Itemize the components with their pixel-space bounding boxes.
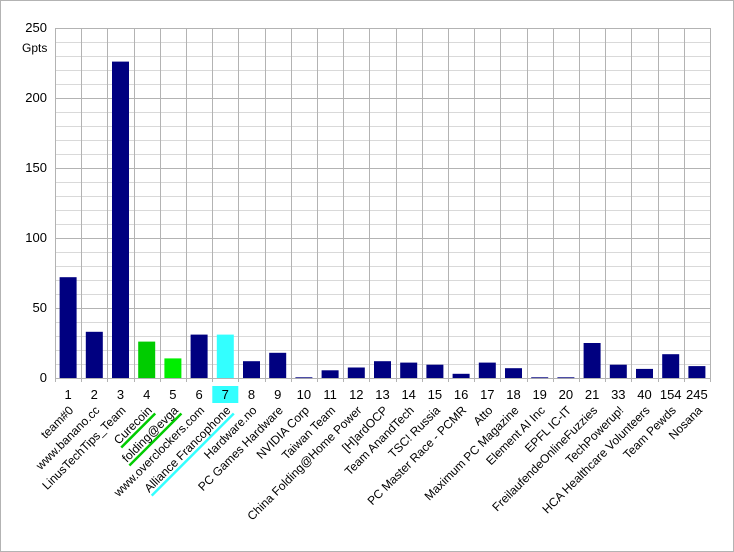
rank-highlight <box>212 386 239 403</box>
bar <box>426 364 444 378</box>
bar <box>609 364 627 378</box>
bar <box>295 377 313 379</box>
bar <box>243 361 260 378</box>
x-rank-label: 15 <box>428 387 442 402</box>
y-tick-label: 250 <box>25 20 47 35</box>
x-axis-rank-labels: 1 2 3 4 5 6 7 8 9 10 11 12 13 14 15 16 17 18 19 20 21 33 40 154… <box>64 386 708 403</box>
y-axis-ticks: 0 50 100 150 200 250 <box>25 20 47 385</box>
x-rank-label: 12 <box>349 387 363 402</box>
bar <box>347 367 365 378</box>
bar <box>636 368 653 378</box>
bar <box>400 362 418 378</box>
x-rank-label: 9 <box>274 387 281 402</box>
x-rank-label: 8 <box>248 387 255 402</box>
bar <box>688 366 706 378</box>
bar <box>557 377 575 379</box>
x-rank-label: 245 <box>686 387 708 402</box>
x-rank-label: 40 <box>637 387 651 402</box>
x-rank-label: 5 <box>169 387 176 402</box>
x-rank-label: 154 <box>660 387 682 402</box>
x-rank-label: 7 <box>222 387 229 402</box>
bar <box>85 331 103 378</box>
bar <box>112 61 129 378</box>
y-tick-label: 200 <box>25 90 47 105</box>
bars <box>59 61 706 379</box>
bar <box>583 343 601 378</box>
team-label-underline <box>150 412 235 497</box>
bar <box>374 361 391 378</box>
x-rank-label: 14 <box>401 387 415 402</box>
x-rank-label: 4 <box>143 387 150 402</box>
x-rank-label: 10 <box>297 387 311 402</box>
x-rank-label: 6 <box>195 387 202 402</box>
bar <box>164 358 182 378</box>
x-rank-label: 13 <box>375 387 389 402</box>
bar <box>505 368 522 378</box>
bar <box>216 334 234 378</box>
bar <box>478 362 496 378</box>
x-rank-label: 33 <box>611 387 625 402</box>
x-rank-label: 16 <box>454 387 468 402</box>
y-tick-label: 0 <box>40 370 47 385</box>
x-rank-label: 18 <box>506 387 520 402</box>
x-rank-label: 21 <box>585 387 599 402</box>
bar <box>190 334 208 378</box>
y-tick-label: 100 <box>25 230 47 245</box>
x-rank-label: 2 <box>91 387 98 402</box>
team-label-underline <box>128 412 183 467</box>
x-rank-label: 11 <box>323 387 337 402</box>
y-axis-label: Gpts <box>22 41 47 55</box>
x-rank-label: 3 <box>117 387 124 402</box>
x-rank-label: 20 <box>559 387 573 402</box>
x-rank-label: 19 <box>532 387 546 402</box>
team-label-underline <box>120 412 157 449</box>
bar <box>321 370 339 378</box>
bar <box>59 277 77 378</box>
gridlines <box>55 28 711 382</box>
x-rank-label: 1 <box>64 387 71 402</box>
x-axis-team-labels: team#0www.banano.ccLinusTechTips_TeamCur… <box>32 403 705 523</box>
x-rank-label: 17 <box>480 387 494 402</box>
bar <box>531 377 549 379</box>
bar <box>138 341 156 378</box>
bar <box>662 354 680 378</box>
bar <box>452 373 470 378</box>
bar <box>269 352 287 378</box>
y-tick-label: 50 <box>33 300 47 315</box>
y-tick-label: 150 <box>25 160 47 175</box>
